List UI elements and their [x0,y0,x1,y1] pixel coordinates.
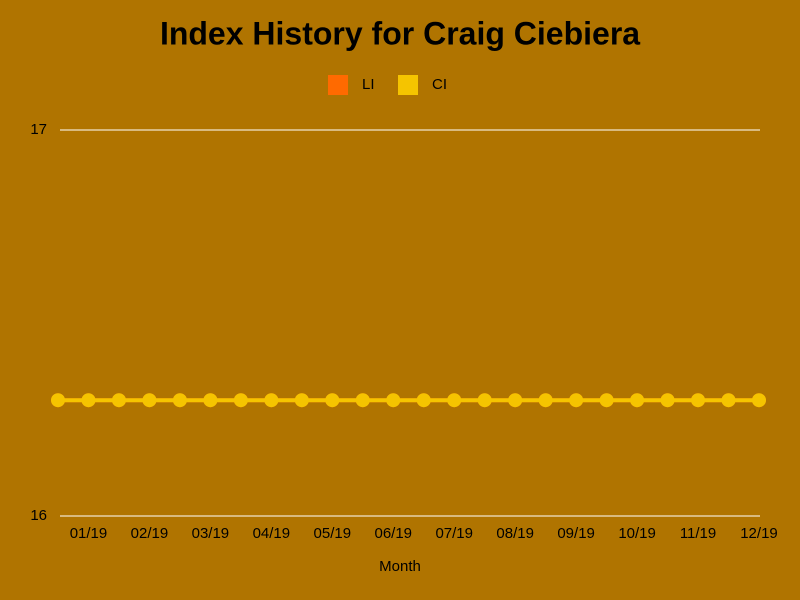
data-point [691,393,706,408]
x-tick-label: 06/19 [374,525,412,542]
y-tick-label: 17 [30,121,47,138]
data-point [233,393,248,408]
legend-swatch [328,75,348,95]
data-point [416,393,431,408]
data-point [51,393,65,408]
data-point [721,393,736,408]
x-tick-label: 07/19 [435,525,473,542]
data-point [264,393,279,408]
x-tick-label: 01/19 [70,525,108,542]
x-tick-label: 04/19 [253,525,291,542]
x-tick-label: 08/19 [496,525,534,542]
chart-title: Index History for Craig Ciebiera [160,15,640,51]
data-point [172,393,187,408]
data-point [81,393,96,408]
x-tick-label: 10/19 [618,525,656,542]
data-point [508,393,523,408]
y-tick-label: 16 [30,507,47,524]
legend-swatch [398,75,418,95]
data-point [538,393,553,408]
x-tick-label: 03/19 [192,525,230,542]
data-point [325,393,340,408]
x-tick-label: 09/19 [557,525,595,542]
data-point [477,393,492,408]
data-point [569,393,584,408]
data-point [111,393,126,408]
data-point [294,393,309,408]
x-tick-label: 11/19 [680,525,716,542]
legend-label: CI [432,76,447,93]
data-point [355,393,370,408]
data-point [660,393,675,408]
x-axis-label: Month [379,558,421,575]
x-tick-label: 12/19 [740,525,778,542]
data-point [203,393,218,408]
x-tick-label: 02/19 [131,525,169,542]
data-point [142,393,157,408]
data-point [386,393,401,408]
data-point [447,393,462,408]
data-point [599,393,614,408]
data-point [630,393,645,408]
data-point [752,393,766,408]
legend-label: LI [362,76,375,93]
x-tick-label: 05/19 [314,525,352,542]
